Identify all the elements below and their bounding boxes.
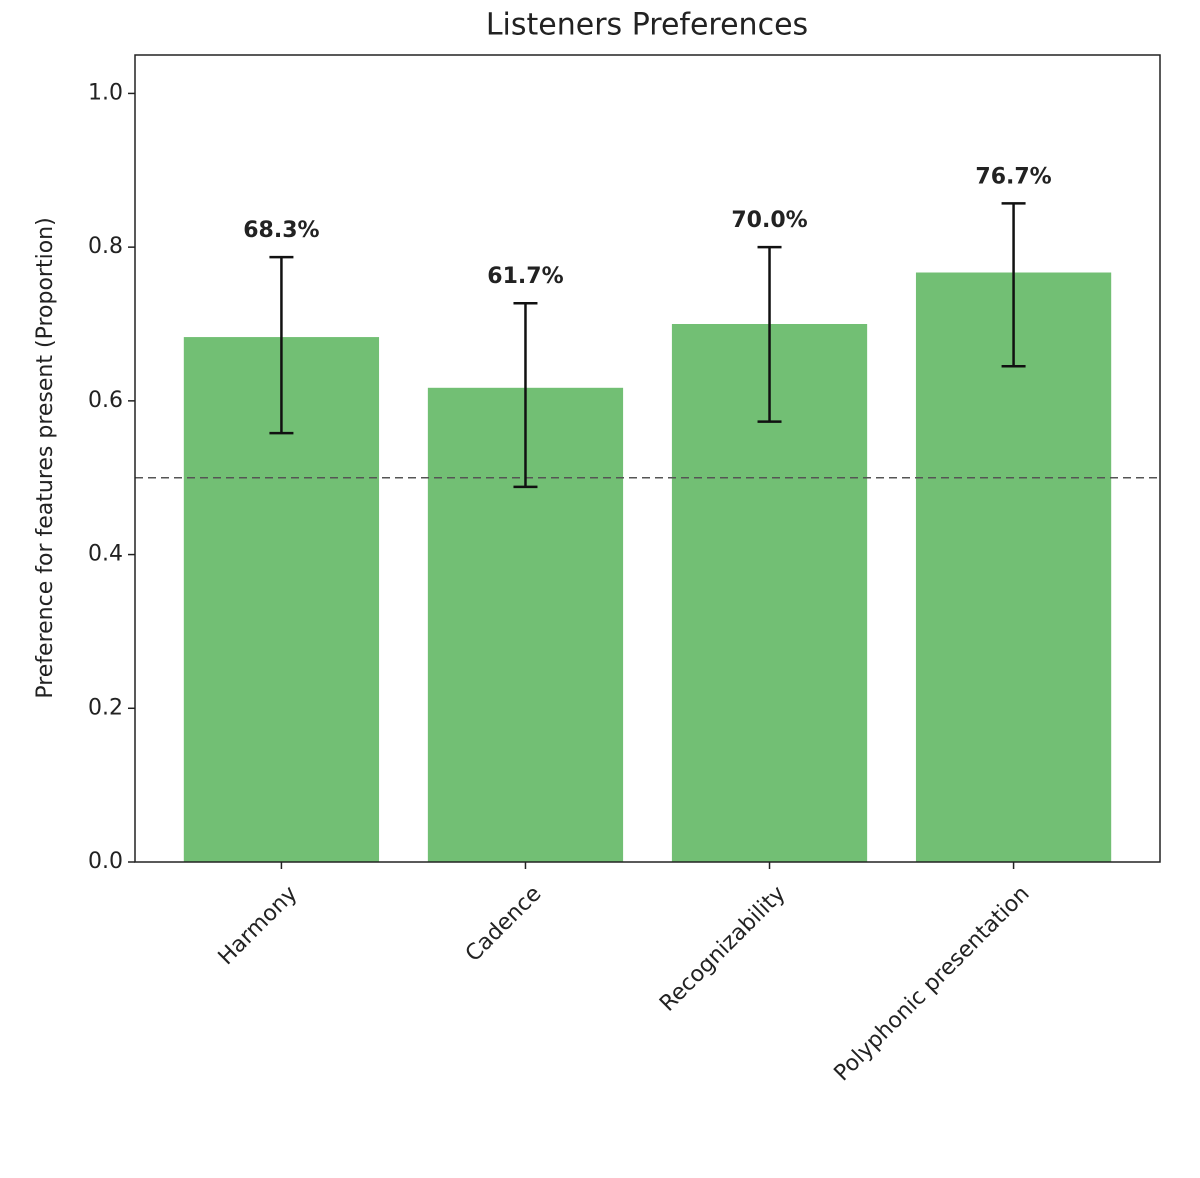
x-tick-label: Cadence <box>461 881 547 967</box>
value-label: 61.7% <box>487 264 563 289</box>
x-tick-label: Recognizability <box>655 881 790 1016</box>
value-label: 76.7% <box>975 164 1051 189</box>
value-label: 68.3% <box>243 218 319 243</box>
error-bar <box>1001 202 1026 368</box>
y-tick-label: 0.2 <box>88 695 123 720</box>
error-bar <box>269 255 294 435</box>
chart-title: Listeners Preferences <box>486 8 808 43</box>
y-tick-label: 1.0 <box>88 80 123 105</box>
value-label: 70.0% <box>731 208 807 233</box>
y-tick-label: 0.4 <box>88 542 123 567</box>
y-tick-label: 0.8 <box>88 234 123 259</box>
x-tick-label: Polyphonic presentation <box>830 881 1035 1086</box>
x-tick-label: Harmony <box>214 881 303 970</box>
error-bar <box>513 301 538 489</box>
plot-frame <box>134 54 1161 863</box>
bar <box>915 272 1112 862</box>
y-tick-label: 0.0 <box>88 849 123 874</box>
error-bar <box>757 245 782 423</box>
y-axis-label: Preference for features present (Proport… <box>33 217 58 698</box>
y-tick-label: 0.6 <box>88 388 123 413</box>
